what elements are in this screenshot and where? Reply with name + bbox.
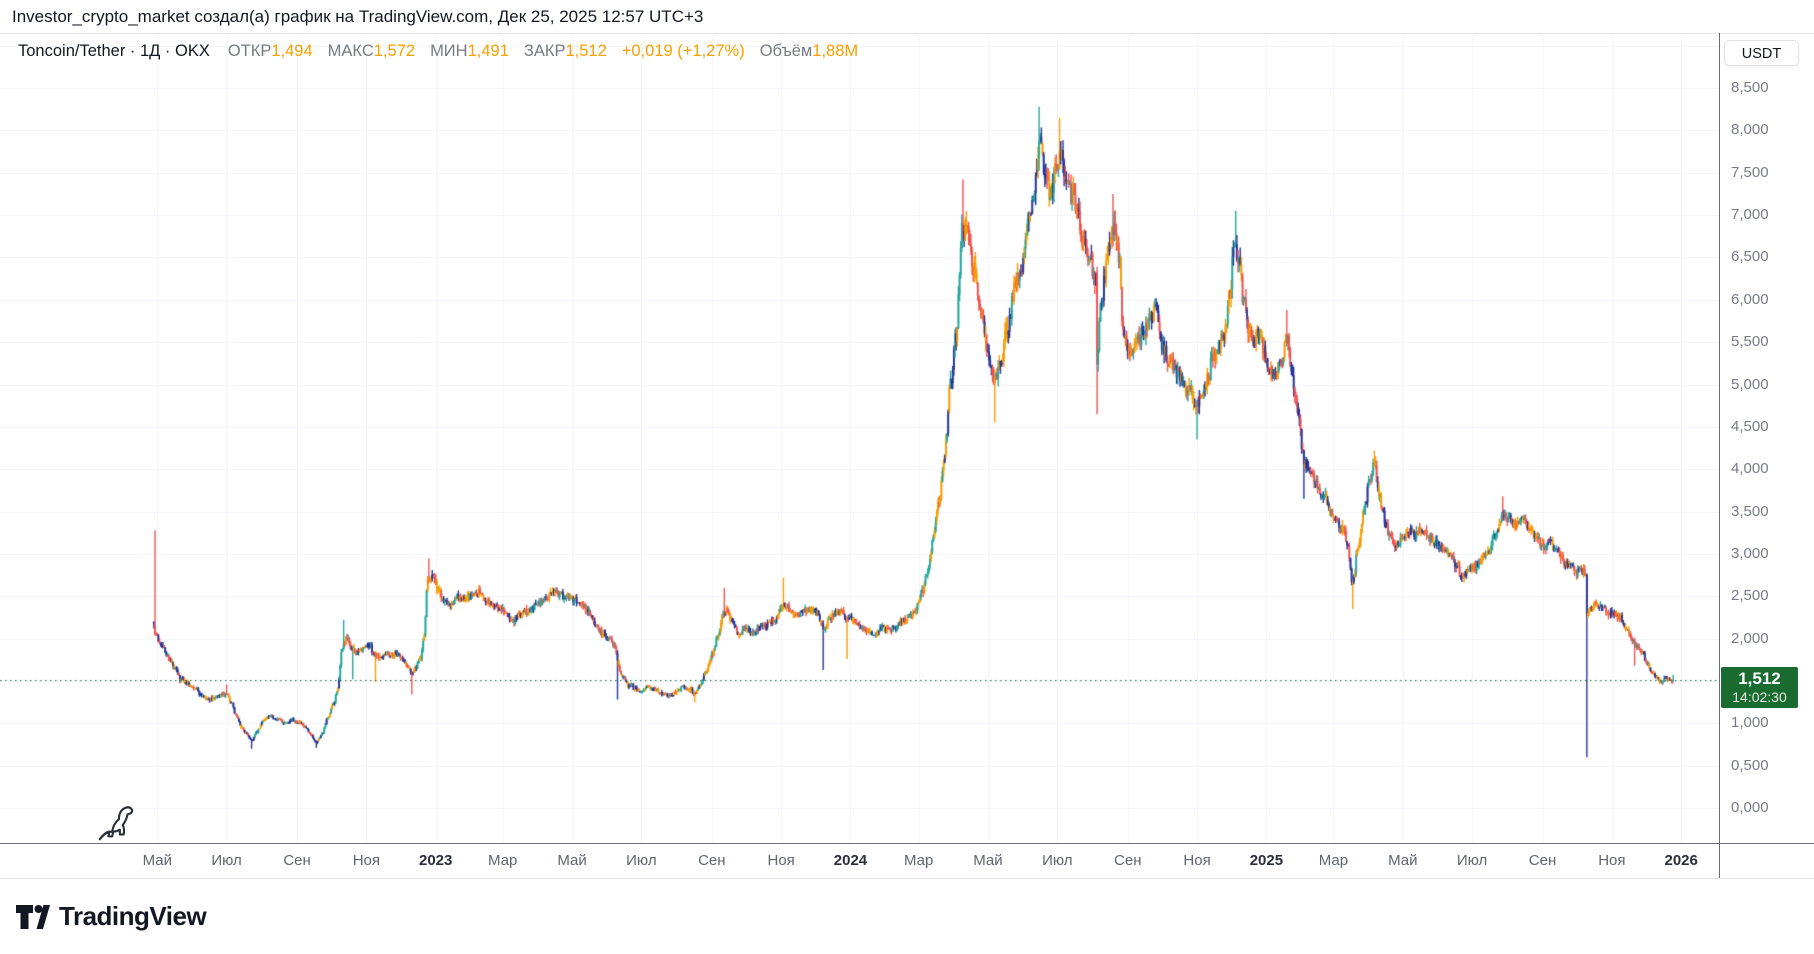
time-tick-label: Ноя xyxy=(767,852,795,869)
time-tick-label: Сен xyxy=(698,852,726,869)
last-price-badge[interactable]: 1,512 14:02:30 xyxy=(1721,667,1798,708)
price-tick-label: 2,500 xyxy=(1731,587,1769,605)
price-tick-label: 6,000 xyxy=(1731,290,1769,308)
time-tick-label: Сен xyxy=(283,852,311,869)
tradingview-logo[interactable]: TradingView xyxy=(16,901,207,932)
price-tick-label: 5,000 xyxy=(1731,375,1769,393)
time-tick-label: Мар xyxy=(1318,852,1349,869)
tradingview-logo-icon xyxy=(16,904,50,929)
attribution-note: Investor_crypto_market создал(а) график … xyxy=(0,0,1814,33)
time-axis-border xyxy=(0,843,1814,844)
time-tick-label: Июл xyxy=(1456,852,1488,869)
price-axis-border xyxy=(1719,33,1720,878)
legend-volume: Объём1,88М xyxy=(759,42,859,60)
price-tick-label: 3,500 xyxy=(1731,502,1769,520)
price-tick-label: 4,000 xyxy=(1731,460,1769,478)
price-tick-label: 8,000 xyxy=(1731,121,1769,139)
attribution-text: Investor_crypto_market создал(а) график … xyxy=(12,7,704,26)
time-tick-label: Июл xyxy=(626,852,657,869)
widget-bottom-border xyxy=(0,878,1814,879)
price-tick-label: 7,000 xyxy=(1731,206,1769,224)
price-tick-label: 4,500 xyxy=(1731,417,1769,435)
price-tick-label: 5,500 xyxy=(1731,333,1769,351)
candlestick-chart-pane[interactable] xyxy=(0,33,1719,843)
time-tick-label: Ноя xyxy=(1183,852,1211,869)
price-tick-label: 0,000 xyxy=(1731,799,1769,816)
time-tick-label: Июл xyxy=(1042,852,1073,869)
time-tick-label: Мар xyxy=(903,852,934,869)
legend-change: +0,019 (+1,27%) xyxy=(621,42,745,60)
time-tick-label: Ноя xyxy=(352,852,381,869)
price-tick-label: 1,000 xyxy=(1731,714,1769,732)
price-tick-label: 2,000 xyxy=(1731,629,1769,647)
bar-countdown: 14:02:30 xyxy=(1732,689,1787,705)
legend-close: ЗАКР1,512 xyxy=(523,42,607,60)
legend-low: МИН1,491 xyxy=(430,42,509,60)
time-tick-label: Мар xyxy=(488,852,518,869)
time-tick-label: Сен xyxy=(1528,852,1557,869)
currency-button[interactable]: USDT xyxy=(1724,40,1799,66)
time-tick-label: Июл xyxy=(211,852,242,869)
time-tick-label: Май xyxy=(557,852,587,869)
price-tick-label: 0,500 xyxy=(1731,756,1769,774)
time-tick-label: Ноя xyxy=(1598,852,1626,869)
time-tick-label: 2025 xyxy=(1249,852,1284,869)
price-tick-label: 8,500 xyxy=(1731,79,1769,97)
symbol-legend: Toncoin/Tether · 1Д · OKX ОТКР1,494 МАКС1,… xyxy=(18,42,873,61)
price-tick-label: 7,500 xyxy=(1731,163,1769,181)
legend-open: ОТКР1,494 xyxy=(227,42,313,60)
dino-watermark-icon xyxy=(98,806,134,841)
time-tick-label: 2026 xyxy=(1664,852,1698,869)
symbol-title[interactable]: Toncoin/Tether · 1Д · OKX xyxy=(18,42,210,60)
legend-high: МАКС1,572 xyxy=(327,42,416,60)
time-tick-label: Сен xyxy=(1114,852,1142,869)
time-tick-label: 2023 xyxy=(419,852,453,869)
last-price-value: 1,512 xyxy=(1738,669,1781,688)
price-tick-label: 3,000 xyxy=(1731,544,1769,562)
footer: TradingView xyxy=(0,879,1814,954)
time-tick-label: Май xyxy=(142,852,172,869)
time-tick-label: Май xyxy=(1388,852,1418,869)
time-tick-label: 2024 xyxy=(833,852,868,869)
price-tick-label: 6,500 xyxy=(1731,248,1769,266)
tradingview-logo-text: TradingView xyxy=(59,901,207,931)
time-tick-label: Май xyxy=(973,852,1003,869)
